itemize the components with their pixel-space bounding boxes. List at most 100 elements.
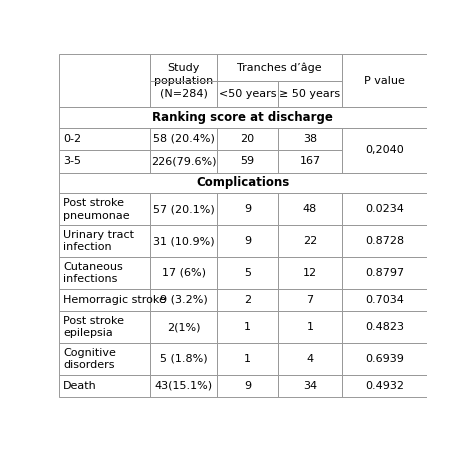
Bar — [150, 150, 217, 173]
Bar — [59, 128, 150, 150]
Bar — [150, 257, 217, 289]
Bar — [59, 257, 150, 289]
Bar — [342, 128, 427, 173]
Bar — [278, 193, 342, 225]
Bar — [217, 128, 278, 150]
Text: 1: 1 — [244, 322, 251, 332]
Bar — [217, 375, 278, 397]
Bar — [59, 311, 150, 343]
Text: <50 years: <50 years — [219, 89, 276, 99]
Bar — [59, 343, 150, 375]
Bar — [150, 289, 217, 311]
Text: 22: 22 — [303, 236, 317, 246]
Text: ≥ 50 years: ≥ 50 years — [279, 89, 340, 99]
Bar — [59, 225, 150, 257]
Bar — [278, 150, 342, 173]
Bar — [217, 289, 278, 311]
Bar — [217, 150, 278, 173]
Text: 17 (6%): 17 (6%) — [162, 268, 206, 278]
Bar — [150, 225, 217, 257]
Text: 48: 48 — [303, 204, 317, 214]
Bar — [150, 193, 217, 225]
Bar — [342, 311, 427, 343]
Bar — [59, 173, 427, 193]
Bar — [342, 289, 427, 311]
Bar — [278, 225, 342, 257]
Text: 3-5: 3-5 — [63, 156, 81, 166]
Text: 226(79.6%): 226(79.6%) — [151, 156, 217, 166]
Bar — [217, 81, 278, 107]
Bar — [217, 311, 278, 343]
Text: Ranking score at discharge: Ranking score at discharge — [153, 111, 333, 123]
Bar — [59, 375, 150, 397]
Bar — [150, 128, 217, 150]
Bar — [217, 257, 278, 289]
Text: 9 (3.2%): 9 (3.2%) — [160, 295, 208, 305]
Bar — [342, 225, 427, 257]
Bar — [59, 107, 427, 128]
Text: 0.4823: 0.4823 — [365, 322, 404, 332]
Bar — [150, 311, 217, 343]
Text: 0-2: 0-2 — [63, 134, 81, 144]
Text: Death: Death — [63, 381, 97, 391]
Text: 167: 167 — [300, 156, 320, 166]
Bar — [59, 343, 150, 375]
Bar — [59, 193, 150, 225]
Text: Cutaneous
infections: Cutaneous infections — [63, 262, 123, 284]
Bar — [150, 193, 217, 225]
Text: 31 (10.9%): 31 (10.9%) — [153, 236, 215, 246]
Bar — [59, 107, 427, 128]
Bar — [150, 257, 217, 289]
Bar — [342, 257, 427, 289]
Text: 0.0234: 0.0234 — [365, 204, 404, 214]
Bar — [150, 225, 217, 257]
Bar — [342, 311, 427, 343]
Text: 43(15.1%): 43(15.1%) — [155, 381, 213, 391]
Bar — [150, 375, 217, 397]
Bar — [150, 375, 217, 397]
Bar — [278, 311, 342, 343]
Bar — [278, 289, 342, 311]
Bar — [278, 257, 342, 289]
Text: 4: 4 — [306, 354, 313, 364]
Text: 9: 9 — [244, 236, 251, 246]
Text: 34: 34 — [303, 381, 317, 391]
Text: 38: 38 — [303, 134, 317, 144]
Bar — [342, 375, 427, 397]
Bar — [59, 54, 150, 107]
Bar — [342, 193, 427, 225]
Text: 2: 2 — [244, 295, 251, 305]
Bar — [217, 193, 278, 225]
Text: 0,2040: 0,2040 — [365, 145, 404, 155]
Bar — [150, 54, 217, 107]
Bar — [217, 375, 278, 397]
Bar — [278, 225, 342, 257]
Text: 1: 1 — [244, 354, 251, 364]
Text: 58 (20.4%): 58 (20.4%) — [153, 134, 215, 144]
Bar — [59, 54, 150, 107]
Text: 0.7034: 0.7034 — [365, 295, 404, 305]
Bar — [59, 173, 427, 193]
Bar — [278, 81, 342, 107]
Bar — [278, 311, 342, 343]
Bar — [59, 193, 150, 225]
Bar — [217, 54, 342, 81]
Bar — [217, 343, 278, 375]
Bar — [278, 150, 342, 173]
Bar — [217, 257, 278, 289]
Bar — [278, 128, 342, 150]
Bar — [217, 225, 278, 257]
Bar — [59, 311, 150, 343]
Text: P value: P value — [364, 76, 405, 86]
Text: Tranches d’âge: Tranches d’âge — [237, 62, 322, 73]
Text: 7: 7 — [306, 295, 313, 305]
Text: 5 (1.8%): 5 (1.8%) — [160, 354, 208, 364]
Text: 1: 1 — [307, 322, 313, 332]
Bar — [278, 81, 342, 107]
Bar — [217, 343, 278, 375]
Bar — [278, 343, 342, 375]
Bar — [278, 375, 342, 397]
Bar — [150, 54, 217, 107]
Text: 59: 59 — [240, 156, 255, 166]
Bar — [150, 343, 217, 375]
